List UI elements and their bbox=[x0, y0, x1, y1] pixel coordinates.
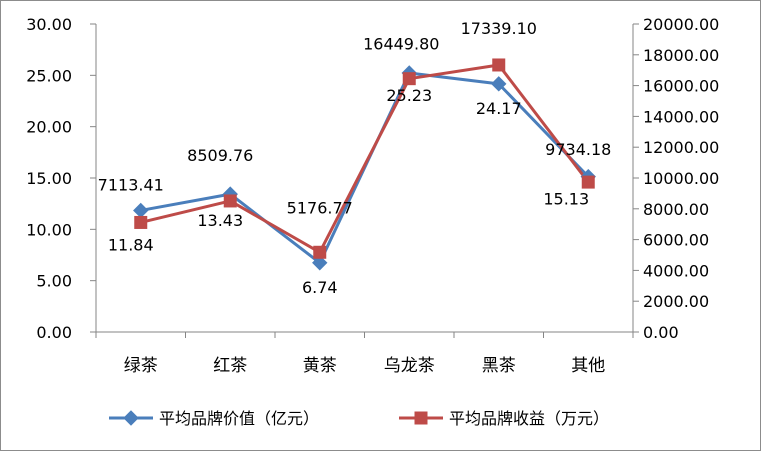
left-axis-ticks: 0.00 5.00 10.00 15.00 20.00 25.00 30.00 bbox=[26, 15, 96, 342]
data-labels: 11.84 13.43 6.74 25.23 24.17 15.13 7113.41 8509… bbox=[98, 19, 612, 297]
right-tick-label: 10000.00 bbox=[643, 169, 719, 188]
left-tick-label: 0.00 bbox=[36, 323, 72, 342]
category-label: 黑茶 bbox=[482, 356, 516, 376]
legend: 平均品牌价值（亿元） 平均品牌收益（万元） bbox=[109, 409, 609, 428]
category-label: 乌龙茶 bbox=[384, 356, 435, 376]
series-1-data-label: 6.74 bbox=[302, 278, 338, 297]
right-tick-label: 6000.00 bbox=[643, 231, 709, 250]
series-2-marker bbox=[581, 175, 595, 189]
series-1-marker bbox=[491, 76, 507, 92]
series-2-marker bbox=[492, 58, 506, 72]
series-1-marker bbox=[133, 202, 149, 219]
series-lines bbox=[140, 63, 590, 265]
legend-label-2: 平均品牌收益（万元） bbox=[449, 409, 609, 428]
right-tick-label: 20000.00 bbox=[643, 15, 719, 34]
left-tick-label: 25.00 bbox=[26, 66, 72, 85]
series-2-data-label: 9734.18 bbox=[545, 140, 611, 159]
right-tick-label: 2000.00 bbox=[643, 292, 709, 311]
legend-label-1: 平均品牌价值（亿元） bbox=[159, 409, 319, 428]
right-axis-ticks: 0.00 2000.00 4000.00 6000.00 8000.00 10000.00… bbox=[633, 15, 719, 342]
right-tick-label: 4000.00 bbox=[643, 261, 709, 280]
left-tick-label: 5.00 bbox=[36, 272, 72, 291]
series-markers bbox=[133, 58, 596, 271]
series-2-data-label: 8509.76 bbox=[187, 146, 253, 165]
series-1-data-label: 11.84 bbox=[108, 235, 154, 254]
right-tick-label: 12000.00 bbox=[643, 138, 719, 157]
series-1-data-label: 24.17 bbox=[476, 99, 522, 118]
series-2-data-label: 7113.41 bbox=[98, 175, 164, 194]
series-2-data-label: 5176.77 bbox=[287, 198, 353, 217]
category-label: 黄茶 bbox=[303, 356, 337, 376]
right-tick-label: 0.00 bbox=[643, 323, 679, 342]
legend-marker-2 bbox=[414, 411, 428, 425]
series-1-marker bbox=[312, 255, 328, 271]
right-tick-label: 14000.00 bbox=[643, 107, 719, 126]
series-2-data-label: 17339.10 bbox=[461, 19, 537, 38]
category-label: 红茶 bbox=[213, 356, 247, 376]
right-tick-label: 16000.00 bbox=[643, 77, 719, 96]
axes bbox=[95, 24, 634, 333]
category-label: 其他 bbox=[571, 356, 605, 376]
series-2-marker bbox=[134, 215, 148, 229]
left-tick-label: 15.00 bbox=[26, 169, 72, 188]
category-labels: 绿茶 红茶 黄茶 乌龙茶 黑茶 其他 bbox=[95, 332, 634, 376]
series-1-data-label: 15.13 bbox=[543, 190, 589, 209]
series-1-data-label: 25.23 bbox=[386, 86, 432, 105]
series-2-marker bbox=[402, 72, 416, 86]
legend-marker-1 bbox=[123, 410, 139, 426]
series-line-2 bbox=[140, 63, 590, 254]
series-1-data-label: 13.43 bbox=[197, 211, 243, 230]
series-2-marker bbox=[223, 194, 237, 208]
right-tick-label: 8000.00 bbox=[643, 200, 709, 219]
category-label: 绿茶 bbox=[124, 356, 158, 376]
series-2-data-label: 16449.80 bbox=[363, 35, 439, 54]
left-tick-label: 10.00 bbox=[26, 220, 72, 239]
left-tick-label: 30.00 bbox=[26, 15, 72, 34]
left-tick-label: 20.00 bbox=[26, 118, 72, 137]
right-tick-label: 18000.00 bbox=[643, 46, 719, 65]
series-2-marker bbox=[313, 245, 327, 259]
